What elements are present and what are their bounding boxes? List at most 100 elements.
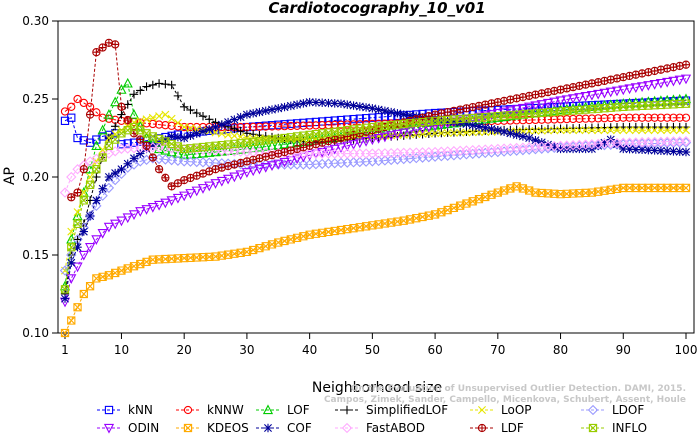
data-point — [179, 133, 189, 143]
data-point — [205, 115, 214, 124]
data-point — [267, 122, 277, 131]
series-inflo — [60, 99, 691, 294]
data-point — [355, 114, 364, 123]
data-point — [430, 115, 440, 124]
data-point — [525, 91, 534, 101]
data-point — [405, 111, 415, 120]
data-point — [305, 121, 314, 130]
data-point — [605, 87, 616, 98]
data-point — [142, 141, 151, 150]
data-point — [649, 80, 660, 90]
legend-marker — [262, 404, 274, 415]
data-point — [147, 153, 158, 164]
data-point — [662, 77, 673, 88]
data-point — [593, 89, 604, 100]
data-point — [556, 144, 565, 154]
data-point — [487, 99, 496, 108]
data-point — [148, 113, 157, 122]
data-point — [60, 107, 70, 116]
y-tick-label: 0.15 — [22, 248, 49, 262]
data-point — [348, 140, 359, 150]
data-point — [84, 243, 96, 253]
data-point — [343, 120, 352, 129]
data-point — [368, 113, 377, 122]
data-point — [619, 113, 628, 122]
data-point — [167, 114, 176, 123]
data-point — [136, 149, 145, 158]
data-point — [643, 81, 654, 91]
data-point — [556, 126, 565, 135]
data-point — [593, 100, 604, 111]
data-point — [392, 129, 403, 140]
data-point — [67, 193, 76, 202]
data-point — [574, 93, 585, 103]
data-point — [619, 73, 628, 82]
data-point — [274, 104, 283, 113]
data-point — [586, 90, 598, 101]
data-point — [154, 120, 164, 129]
data-point — [266, 140, 278, 150]
legend-label: LDF — [501, 421, 524, 434]
data-point — [73, 188, 82, 197]
data-point — [618, 85, 629, 96]
data-point — [505, 110, 516, 121]
data-point — [223, 161, 233, 171]
data-point — [67, 113, 76, 122]
x-tick-label: 20 — [177, 343, 192, 357]
data-point — [512, 130, 521, 140]
data-point — [587, 126, 596, 135]
data-point — [260, 140, 271, 151]
data-point — [73, 133, 82, 143]
data-point — [299, 121, 308, 130]
data-point — [669, 113, 678, 122]
x-tick-label: 60 — [427, 343, 442, 357]
legend-marker — [103, 423, 115, 434]
data-point — [91, 140, 102, 150]
data-point — [324, 136, 333, 146]
data-point — [167, 80, 176, 90]
chart-title: Cardiotocography_10_v01 — [268, 0, 485, 17]
data-point — [204, 181, 215, 192]
data-point — [66, 274, 77, 284]
data-point — [305, 141, 314, 150]
plot-frame — [57, 20, 695, 334]
data-point — [525, 115, 534, 125]
data-point — [97, 229, 108, 239]
legend-item-knn: kNN — [97, 403, 153, 417]
data-point — [84, 210, 96, 222]
data-point — [542, 98, 554, 109]
legend-label: KDEOS — [207, 421, 249, 434]
watermark: On the Evaluation of Unsupervised Outlie… — [324, 384, 686, 405]
data-point — [493, 126, 503, 135]
data-point — [249, 155, 258, 164]
data-point — [606, 126, 615, 135]
legend-item-odin: ODIN — [97, 421, 159, 434]
data-point — [354, 138, 365, 149]
data-point — [531, 126, 540, 135]
data-point — [393, 109, 402, 118]
data-point — [530, 101, 541, 112]
data-point — [91, 200, 102, 212]
data-point — [248, 130, 258, 139]
data-point — [79, 289, 88, 299]
data-point — [443, 129, 452, 137]
data-point — [638, 126, 647, 135]
data-point — [285, 156, 296, 166]
data-point — [117, 165, 126, 174]
data-point — [161, 173, 170, 182]
data-point — [367, 135, 378, 146]
data-point — [122, 213, 133, 224]
data-point — [380, 106, 390, 116]
data-point — [318, 138, 327, 147]
data-point — [349, 130, 358, 140]
data-point — [417, 124, 428, 134]
data-point — [210, 179, 221, 189]
data-point — [98, 43, 107, 52]
x-tick-label: 70 — [490, 343, 505, 357]
data-point — [518, 132, 528, 141]
data-point — [123, 139, 132, 148]
x-tick-label: 10 — [114, 343, 129, 357]
data-point — [59, 187, 71, 198]
data-point — [85, 282, 95, 291]
